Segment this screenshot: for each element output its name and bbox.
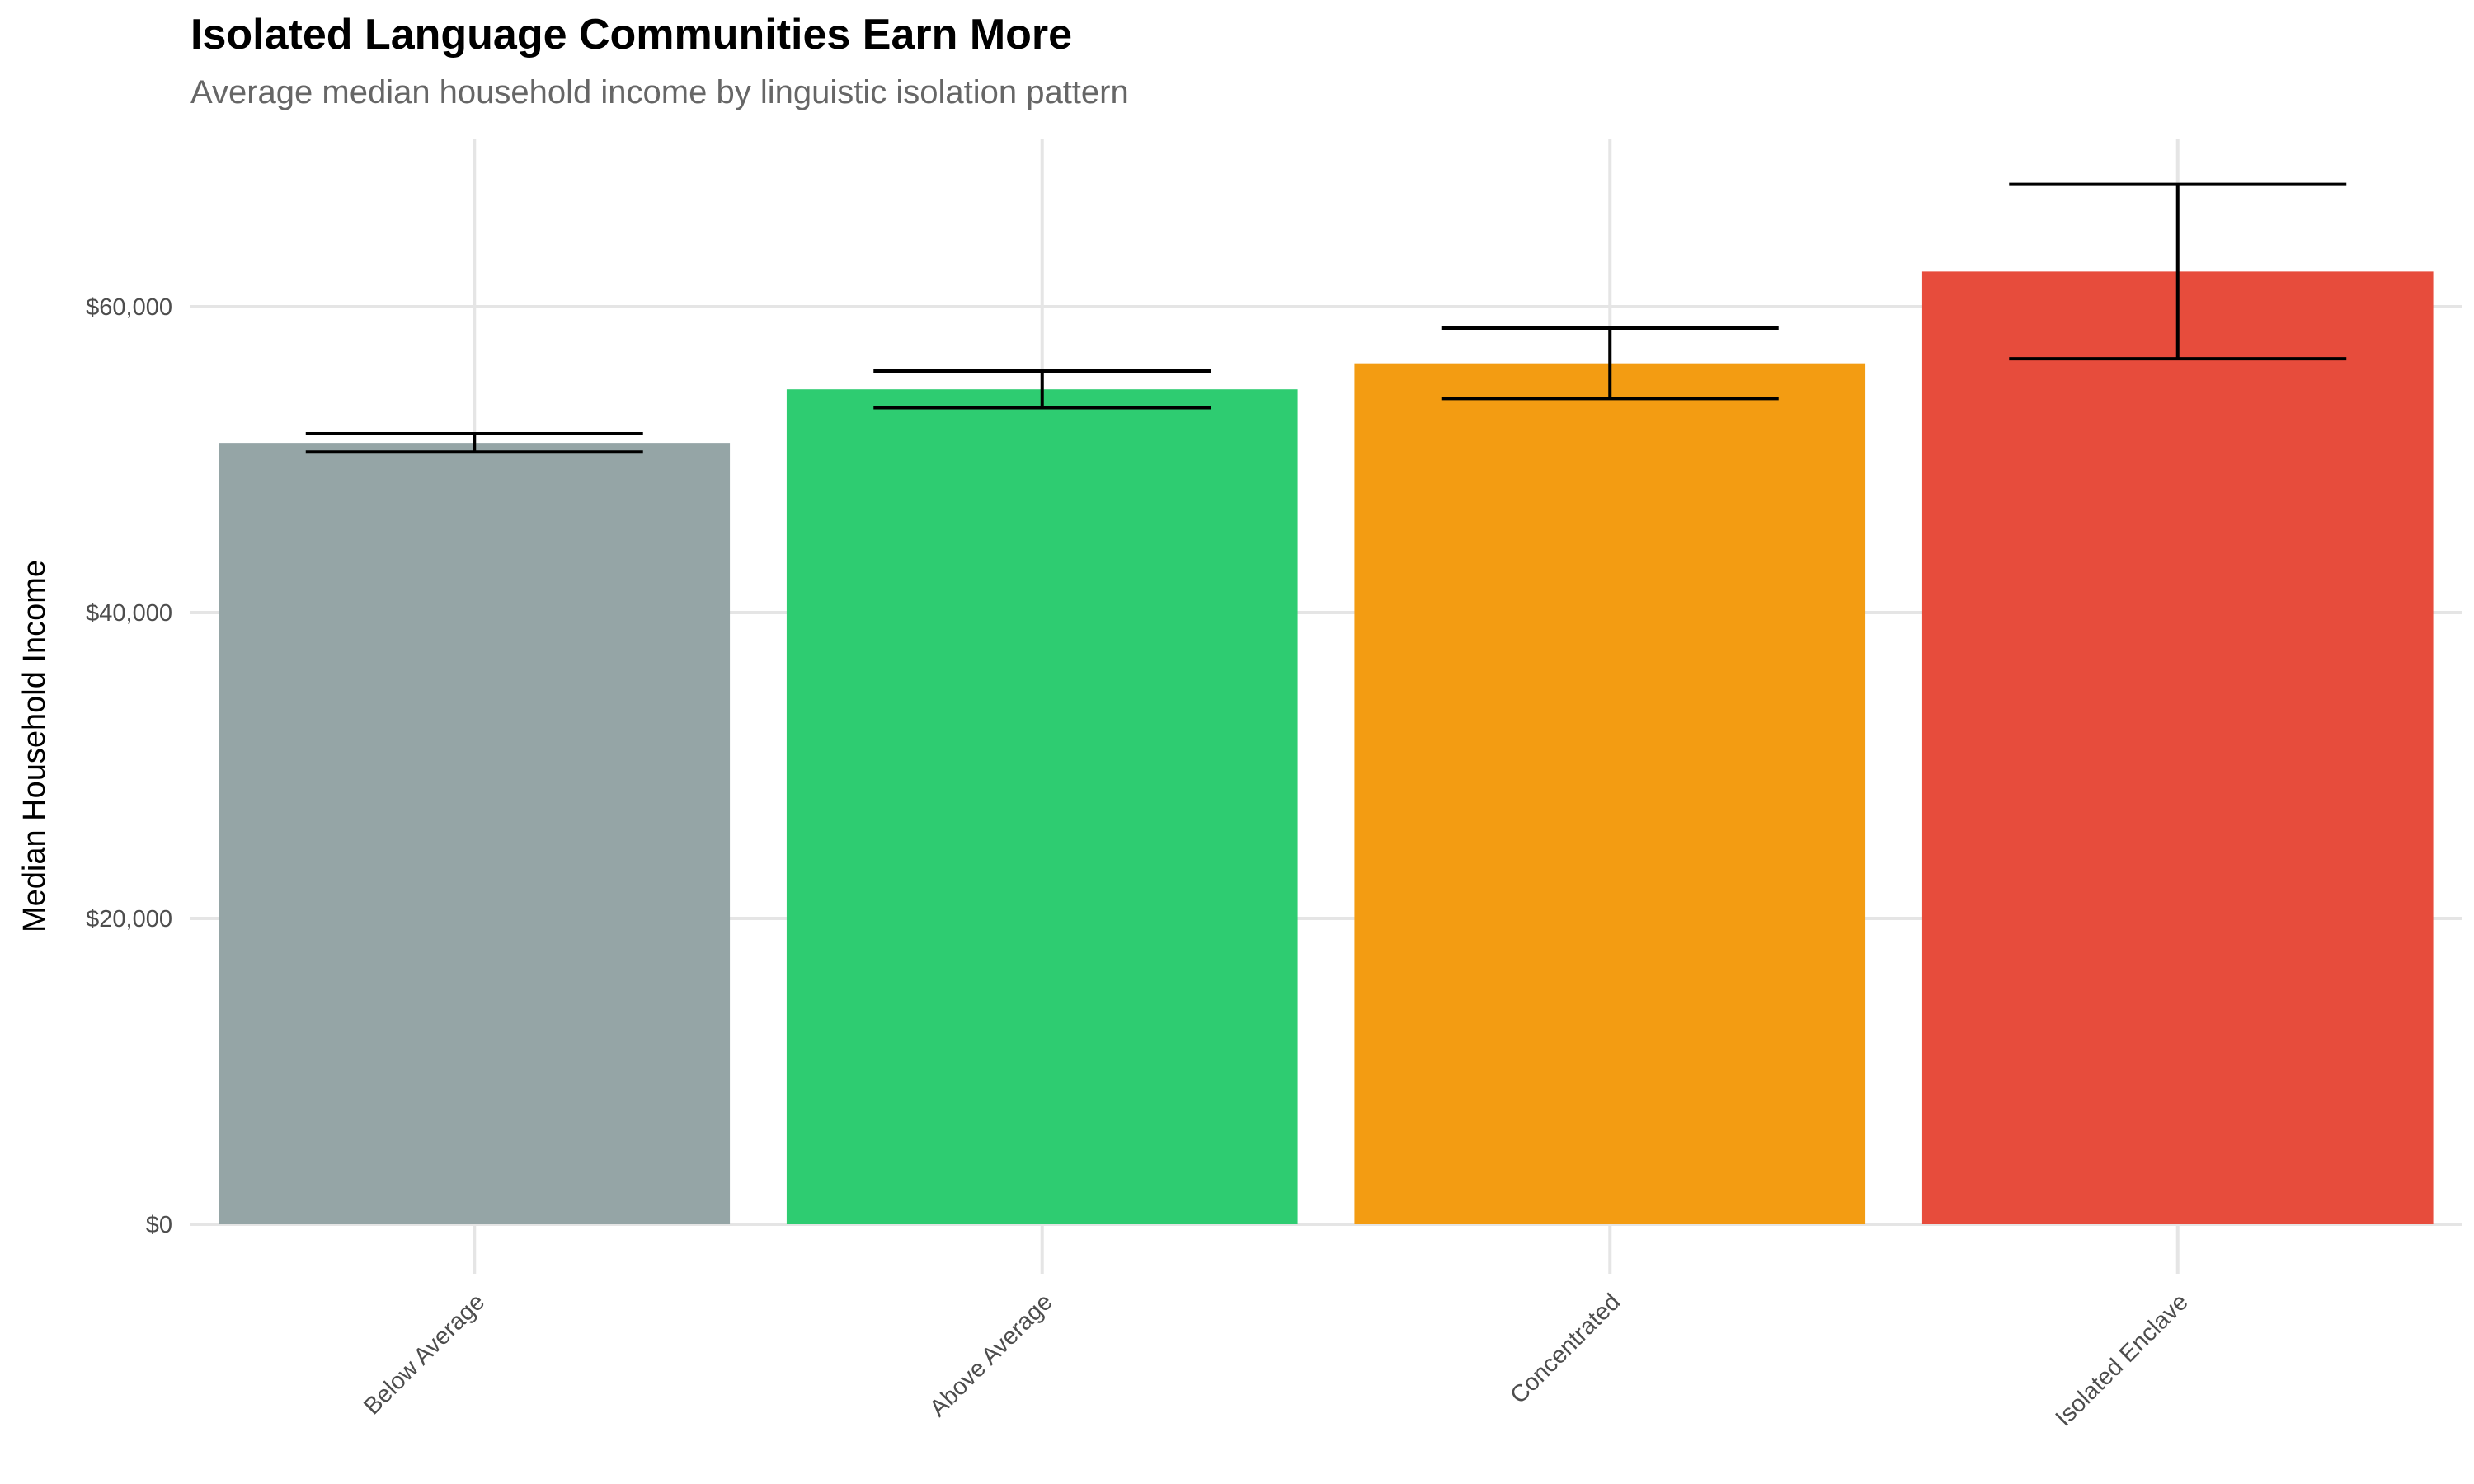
x-tick-label: Above Average <box>924 1289 1057 1421</box>
bar <box>786 389 1298 1224</box>
y-axis-label: Median Household Income <box>17 560 52 932</box>
bars <box>219 271 2434 1224</box>
error-bars <box>305 182 2347 454</box>
x-tick-label: Isolated Enclave <box>2051 1289 2194 1431</box>
chart-subtitle: Average median household income by lingu… <box>190 74 1129 110</box>
y-tick-label: $40,000 <box>86 600 172 627</box>
bar <box>219 443 731 1224</box>
chart-title: Isolated Language Communities Earn More <box>190 11 1073 59</box>
x-tick-label: Concentrated <box>1505 1289 1625 1409</box>
bar <box>1354 363 1866 1224</box>
y-tick-label: $60,000 <box>86 294 172 321</box>
y-tick-label: $20,000 <box>86 906 172 932</box>
bar <box>1921 271 2434 1224</box>
x-tick-label: Below Average <box>359 1289 490 1420</box>
y-tick-label: $0 <box>146 1212 172 1238</box>
